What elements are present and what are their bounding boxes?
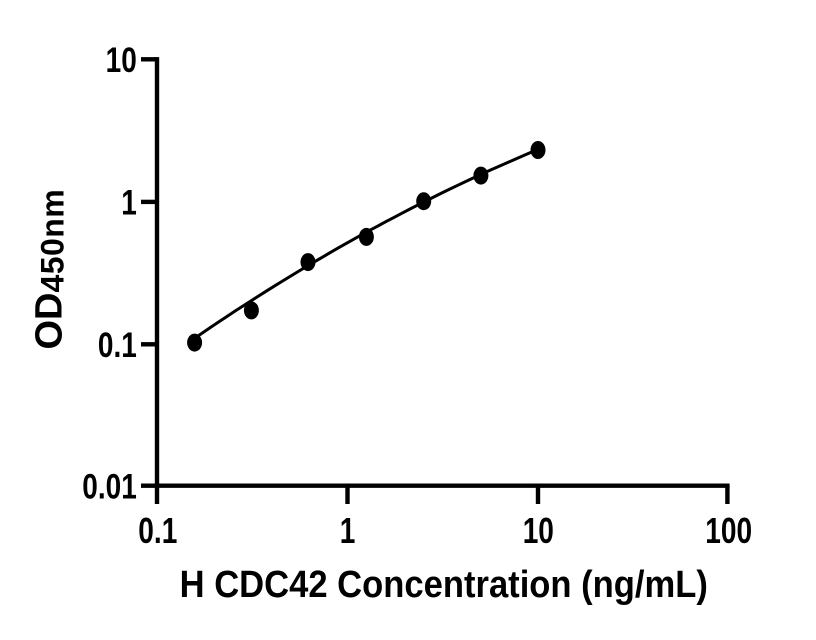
svg-text:1: 1: [340, 510, 356, 550]
svg-text:100: 100: [705, 510, 752, 550]
svg-text:10: 10: [523, 510, 554, 550]
svg-text:0.1: 0.1: [98, 325, 137, 365]
svg-text:0.01: 0.01: [82, 466, 136, 506]
svg-text:H CDC42 Concentration (ng/mL): H CDC42 Concentration (ng/mL): [180, 563, 708, 606]
svg-text:10: 10: [106, 40, 137, 80]
svg-text:OD450nm: OD450nm: [29, 189, 71, 350]
svg-text:1: 1: [121, 182, 137, 222]
svg-text:0.1: 0.1: [138, 510, 177, 550]
